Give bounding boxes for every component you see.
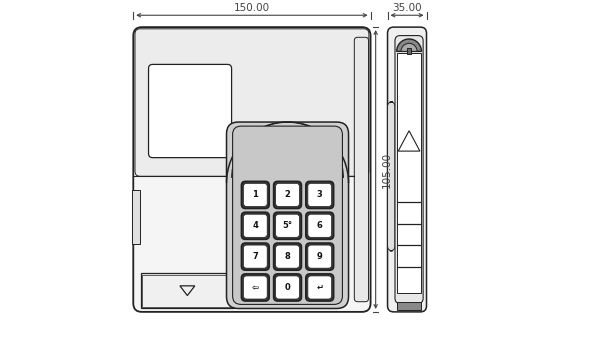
FancyBboxPatch shape [243, 214, 267, 237]
FancyBboxPatch shape [306, 274, 334, 301]
FancyBboxPatch shape [133, 27, 371, 312]
FancyBboxPatch shape [308, 245, 332, 268]
FancyBboxPatch shape [135, 29, 369, 176]
FancyBboxPatch shape [274, 243, 301, 270]
FancyBboxPatch shape [388, 27, 426, 312]
Text: 105.00: 105.00 [382, 152, 392, 187]
FancyBboxPatch shape [274, 181, 301, 208]
FancyBboxPatch shape [243, 183, 267, 206]
FancyBboxPatch shape [306, 181, 334, 208]
Text: 5°: 5° [282, 221, 292, 230]
FancyBboxPatch shape [306, 243, 334, 270]
FancyBboxPatch shape [276, 214, 300, 237]
Text: 2: 2 [285, 191, 291, 199]
Bar [143, 275, 232, 307]
Bar [131, 190, 140, 244]
FancyBboxPatch shape [243, 245, 267, 268]
FancyBboxPatch shape [276, 245, 300, 268]
Text: 0: 0 [285, 283, 291, 292]
Wedge shape [401, 43, 417, 52]
FancyBboxPatch shape [274, 274, 301, 301]
FancyBboxPatch shape [242, 212, 269, 239]
FancyBboxPatch shape [227, 122, 349, 308]
Text: 3: 3 [317, 191, 323, 199]
Polygon shape [398, 131, 420, 151]
FancyBboxPatch shape [242, 181, 269, 208]
FancyBboxPatch shape [242, 243, 269, 270]
FancyBboxPatch shape [242, 274, 269, 301]
FancyBboxPatch shape [395, 36, 423, 303]
FancyBboxPatch shape [233, 126, 342, 304]
Text: ↵: ↵ [316, 283, 323, 292]
FancyBboxPatch shape [308, 183, 332, 206]
Text: 35.00: 35.00 [392, 3, 422, 13]
Text: 4: 4 [252, 221, 258, 230]
FancyBboxPatch shape [276, 276, 300, 299]
Bar [397, 302, 422, 310]
FancyBboxPatch shape [149, 64, 231, 158]
FancyBboxPatch shape [354, 37, 369, 302]
Text: 7: 7 [252, 252, 258, 261]
FancyBboxPatch shape [306, 212, 334, 239]
FancyBboxPatch shape [276, 183, 300, 206]
Bar [141, 273, 234, 308]
FancyBboxPatch shape [274, 212, 301, 239]
FancyBboxPatch shape [308, 214, 332, 237]
FancyBboxPatch shape [308, 276, 332, 299]
Text: 6: 6 [317, 221, 323, 230]
Text: 9: 9 [317, 252, 323, 261]
FancyBboxPatch shape [243, 276, 267, 299]
Text: ⇦: ⇦ [252, 283, 259, 292]
Text: 1: 1 [252, 191, 258, 199]
Wedge shape [397, 39, 422, 52]
Bar [407, 48, 411, 55]
Text: 150.00: 150.00 [234, 3, 270, 13]
Text: 8: 8 [285, 252, 291, 261]
FancyBboxPatch shape [388, 102, 395, 251]
Bar [397, 53, 422, 293]
Polygon shape [180, 286, 195, 296]
